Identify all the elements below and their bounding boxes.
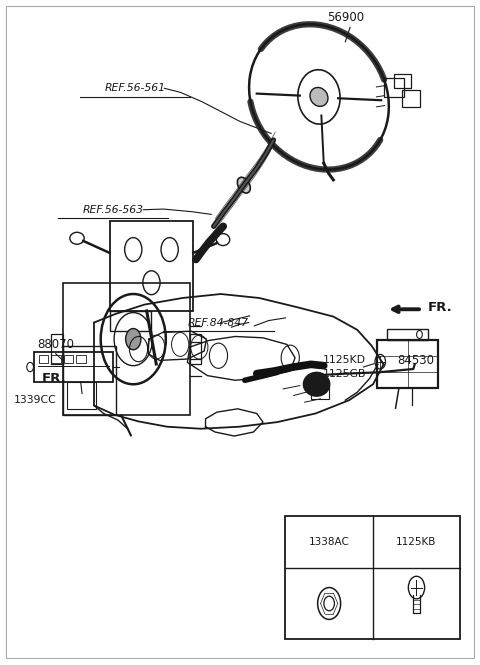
Bar <box>51 334 63 364</box>
Bar <box>68 382 96 409</box>
Bar <box>402 90 420 107</box>
Bar <box>377 340 438 388</box>
Circle shape <box>126 329 141 350</box>
Text: 1339CC: 1339CC <box>14 395 57 405</box>
Ellipse shape <box>310 88 328 106</box>
Text: REF.56-563: REF.56-563 <box>83 205 144 215</box>
Bar <box>39 355 48 363</box>
Text: 1338AC: 1338AC <box>309 537 349 547</box>
Text: 84530: 84530 <box>397 354 434 367</box>
Bar <box>286 516 460 639</box>
Ellipse shape <box>237 178 250 193</box>
Bar <box>51 355 61 363</box>
Bar <box>34 352 113 382</box>
Text: 1125KD: 1125KD <box>323 355 366 365</box>
Text: 1125KB: 1125KB <box>396 537 437 547</box>
Bar <box>384 78 404 97</box>
Bar <box>109 221 193 311</box>
Text: REF.56-561: REF.56-561 <box>104 83 165 93</box>
Text: FR.: FR. <box>428 301 453 314</box>
Text: 88070: 88070 <box>37 338 74 351</box>
Bar <box>64 355 73 363</box>
Bar <box>109 311 152 331</box>
Text: 56900: 56900 <box>327 11 364 24</box>
Bar <box>76 355 85 363</box>
Bar <box>387 329 428 340</box>
Bar <box>394 74 411 88</box>
Text: FR.: FR. <box>42 372 67 385</box>
Text: 1125GB: 1125GB <box>323 368 366 378</box>
Bar <box>63 346 116 416</box>
Bar <box>311 384 329 399</box>
Ellipse shape <box>303 372 330 397</box>
Bar <box>63 283 190 416</box>
Text: REF.84-847: REF.84-847 <box>188 318 249 328</box>
Bar <box>190 334 202 364</box>
